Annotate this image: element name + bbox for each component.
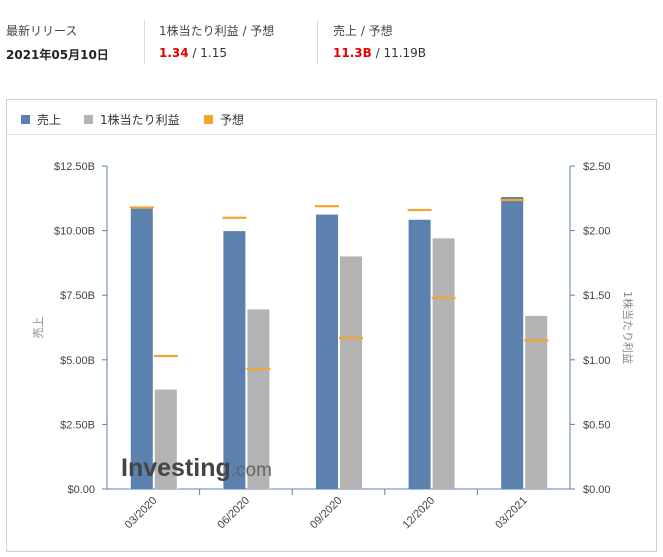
right-tick-label: $2.50 <box>583 161 611 173</box>
latest-release: 最新リリース 2021年05月10日 <box>6 22 109 63</box>
eps-summary-label: 1株当たり利益 / 予想 <box>159 24 275 38</box>
legend-item-eps[interactable]: 1株当たり利益 <box>84 111 180 128</box>
right-tick-label: $0.50 <box>583 419 611 431</box>
revenue-forecast-marker <box>315 205 339 208</box>
revenue-bar <box>130 208 153 490</box>
left-tick-label: $5.00B <box>60 355 95 367</box>
legend-swatch-eps <box>84 115 93 124</box>
divider <box>317 20 318 64</box>
eps-forecast-marker <box>246 367 271 371</box>
left-tick-label: $10.00B <box>54 226 95 238</box>
revenue-summary: 売上 / 予想 11.3B / 11.19B <box>333 22 426 60</box>
bars <box>129 197 549 490</box>
right-tick-label: $2.00 <box>583 226 611 238</box>
divider <box>144 20 145 64</box>
eps-forecast-value: / 1.15 <box>188 46 227 60</box>
legend-label-revenue: 売上 <box>37 113 62 127</box>
legend-swatch-forecast <box>204 115 213 124</box>
left-tick-label: $0.00 <box>67 484 95 496</box>
left-tick-label: $7.50B <box>60 290 95 302</box>
revenue-forecast-marker <box>222 216 247 219</box>
legend-label-forecast: 予想 <box>220 113 245 127</box>
latest-release-label: 最新リリース <box>6 24 78 38</box>
x-tick-label: 03/2021 <box>493 495 530 532</box>
revenue-bar <box>223 231 246 489</box>
legend-item-forecast[interactable]: 予想 <box>204 111 244 128</box>
revenue-bar <box>408 219 431 489</box>
latest-release-date: 2021年05月10日 <box>6 48 109 62</box>
chart-legend: 売上 1株当たり利益 予想 <box>7 100 656 135</box>
right-axis-title: 1株当たり利益 <box>621 291 635 364</box>
earnings-summary-header: 最新リリース 2021年05月10日 1株当たり利益 / 予想 1.34 / 1… <box>0 0 663 90</box>
right-tick-label: $1.50 <box>583 290 611 302</box>
eps-actual-value: 1.34 <box>159 46 189 60</box>
x-tick-label: 03/2020 <box>123 495 160 532</box>
legend-label-eps: 1株当たり利益 <box>100 113 180 127</box>
x-tick-label: 09/2020 <box>308 495 345 532</box>
revenue-actual-value: 11.3B <box>333 46 372 60</box>
eps-bar <box>340 256 362 489</box>
x-tick-label: 12/2020 <box>401 495 438 532</box>
eps-forecast-marker <box>524 339 549 342</box>
left-tick-label: $2.50B <box>60 419 95 431</box>
revenue-bar <box>501 197 524 489</box>
legend-item-revenue[interactable]: 売上 <box>21 111 61 128</box>
watermark-main: Investing <box>121 454 231 482</box>
earnings-chart-panel: 売上 1株当たり利益 予想 <box>6 99 657 552</box>
watermark-text: Investing.com <box>121 454 272 482</box>
legend-swatch-revenue <box>21 115 30 124</box>
watermark-suffix: .com <box>231 460 272 481</box>
revenue-forecast-marker <box>129 206 154 209</box>
left-axis-title: 売上 <box>32 317 45 339</box>
right-tick-label: $0.00 <box>583 484 611 496</box>
right-tick-label: $1.00 <box>583 355 611 367</box>
revenue-bar <box>316 214 338 489</box>
revenue-forecast-marker <box>500 198 525 202</box>
revenue-summary-label: 売上 / 予想 <box>333 24 393 38</box>
revenue-forecast-marker <box>407 208 432 212</box>
eps-bar <box>432 238 455 489</box>
eps-summary: 1株当たり利益 / 予想 1.34 / 1.15 <box>159 22 274 60</box>
eps-bar <box>154 389 177 489</box>
revenue-forecast-value: / 11.19B <box>371 46 427 60</box>
eps-bar <box>247 309 270 489</box>
eps-forecast-marker <box>153 354 178 358</box>
eps-forecast-marker <box>431 296 456 299</box>
eps-bar <box>525 315 548 489</box>
eps-forecast-marker <box>339 336 363 340</box>
left-tick-label: $12.50B <box>54 161 95 173</box>
x-tick-label: 06/2020 <box>215 495 252 532</box>
